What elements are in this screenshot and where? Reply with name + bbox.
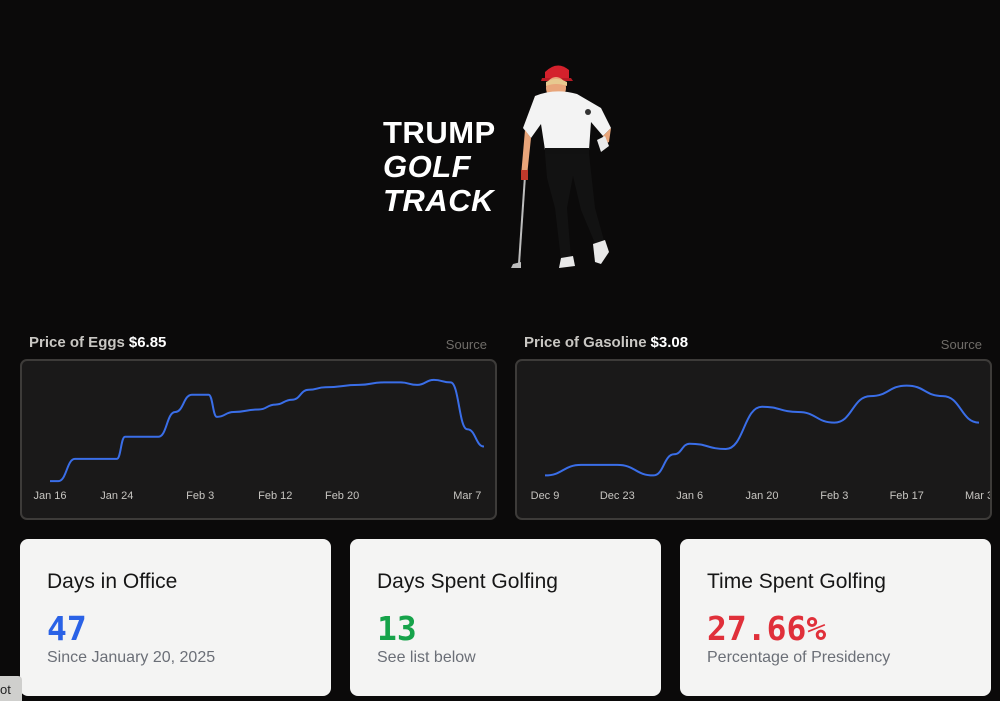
eggs-price: $6.85: [128, 334, 167, 351]
x-tick-label: Dec 9: [531, 490, 560, 502]
stat-value: 13: [377, 609, 417, 648]
logo-line-trump: TRUMP: [383, 115, 496, 150]
stat-value: 47: [47, 609, 87, 648]
series-line: [50, 378, 485, 483]
x-tick-label: Mar 7: [453, 490, 481, 502]
eggs-source-link[interactable]: Source: [445, 337, 487, 352]
stat-label: Time Spent Golfing: [707, 570, 886, 593]
gasoline-price: $3.08: [650, 334, 689, 351]
x-tick-label: Dec 23: [600, 490, 635, 502]
gasoline-chart-title: Price of Gasoline $3.08: [524, 334, 688, 351]
x-tick-label: Feb 20: [325, 490, 359, 502]
stat-value: 27.66%: [707, 609, 827, 648]
eggs-chart-svg: Jan 16 Jan 24 Feb 3 Feb 12 Feb 20 Mar 7: [33, 378, 485, 502]
eggs-chart-panel: Price of Eggs $6.85 Source Jan 16 Jan 24 Fe…: [20, 334, 497, 520]
x-tick-label: Feb 3: [820, 490, 848, 502]
x-tick-label: Feb 17: [890, 490, 924, 502]
gasoline-chart-svg: Dec 9 Dec 23 Jan 6 Jan 20 Feb 3 Feb 17 Mar 3: [531, 384, 990, 502]
x-tick-label: Feb 3: [186, 490, 214, 502]
gasoline-source-link[interactable]: Source: [940, 337, 982, 352]
hero: TRUMP GOLF TRACK: [0, 0, 1000, 300]
stat-card-time-golfing: Time Spent Golfing 27.66% Percentage of …: [680, 539, 991, 696]
logo-line-golf: GOLF: [383, 149, 472, 184]
eggs-chart: Jan 16 Jan 24 Feb 3 Feb 12 Feb 20 Mar 7: [20, 359, 497, 520]
gasoline-chart: Dec 9 Dec 23 Jan 6 Jan 20 Feb 3 Feb 17 Mar 3: [515, 359, 992, 520]
golfer-photo: [511, 65, 611, 268]
x-tick-label: Mar 3: [965, 490, 990, 502]
eggs-chart-title-text: Price of Eggs: [29, 334, 125, 351]
x-tick-label: Jan 16: [33, 490, 66, 502]
corner-badge[interactable]: ot: [0, 676, 22, 701]
site-logo[interactable]: TRUMP GOLF TRACK: [383, 116, 496, 218]
stat-card-days-golfing: Days Spent Golfing 13 See list below: [350, 539, 661, 696]
gasoline-chart-panel: Price of Gasoline $3.08 Source Dec 9 Dec 2…: [515, 334, 992, 520]
x-tick-label: Jan 24: [100, 490, 133, 502]
stat-card-days-in-office: Days in Office 47 Since January 20, 2025: [20, 539, 331, 696]
stat-subtext: Percentage of Presidency: [707, 649, 891, 666]
eggs-chart-title: Price of Eggs $6.85: [29, 334, 166, 351]
stat-subtext: See list below: [377, 649, 476, 666]
logo-line-track: TRACK: [383, 183, 494, 218]
series-line: [544, 384, 980, 477]
stat-label: Days in Office: [47, 570, 178, 593]
stat-label: Days Spent Golfing: [377, 570, 558, 593]
x-tick-label: Jan 20: [745, 490, 778, 502]
stat-subtext: Since January 20, 2025: [47, 649, 216, 666]
x-tick-label: Jan 6: [676, 490, 703, 502]
x-tick-label: Feb 12: [258, 490, 292, 502]
gasoline-chart-title-text: Price of Gasoline: [524, 334, 647, 351]
